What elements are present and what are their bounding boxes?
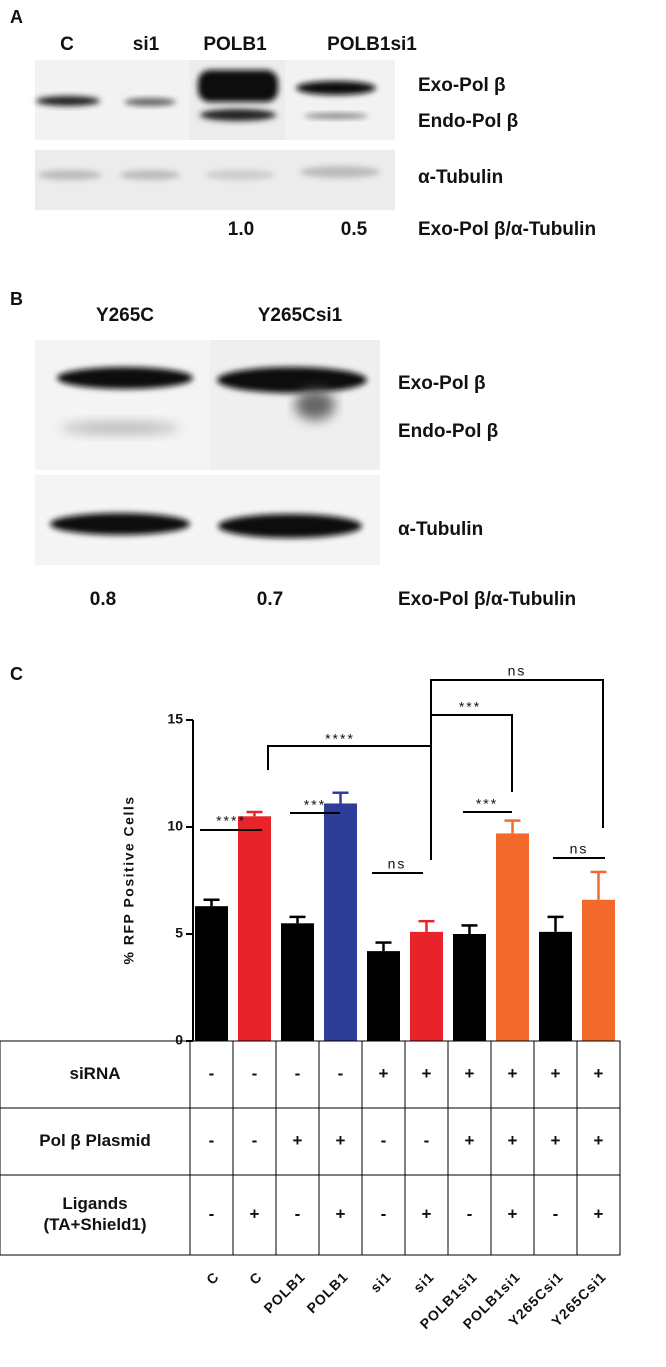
table-cell: +	[508, 1131, 518, 1150]
significance-bracket	[431, 714, 513, 792]
row-label: siRNA	[69, 1064, 120, 1083]
table-cell: -	[209, 1064, 215, 1083]
table-cell: +	[336, 1204, 346, 1223]
row-label: (TA+Shield1)	[43, 1215, 146, 1234]
panel-label: A	[10, 7, 23, 27]
panel-label: C	[10, 664, 23, 684]
band-label: α-Tubulin	[398, 519, 483, 540]
table-cell: +	[465, 1064, 475, 1083]
bar	[410, 931, 443, 1041]
table-cell: +	[293, 1131, 303, 1150]
ratio: 1.0	[228, 219, 254, 240]
blot-b	[35, 340, 380, 565]
ratio: 0.5	[341, 219, 368, 240]
x-tick-label: C	[203, 1268, 222, 1287]
bar	[496, 833, 529, 1041]
bar	[582, 899, 615, 1041]
significance-label: ns	[508, 663, 527, 679]
panel-label: B	[10, 289, 23, 309]
significance-label: ***	[476, 796, 498, 812]
table-cell: +	[250, 1204, 260, 1223]
lane-label: si1	[133, 34, 160, 55]
table-cell: -	[209, 1204, 215, 1223]
bar	[195, 906, 228, 1041]
x-tick-label: POLB1	[260, 1268, 308, 1316]
significance-label: ns	[388, 856, 407, 872]
significance-label: ****	[216, 813, 246, 829]
significance-label: ns	[570, 841, 589, 857]
lane-label: POLB1	[203, 34, 267, 55]
table-cell: -	[553, 1204, 559, 1223]
ratio: 0.7	[257, 589, 283, 610]
table-cell: +	[551, 1064, 561, 1083]
band-label: Exo-Pol β	[398, 373, 486, 394]
lane-label: Y265Csi1	[258, 305, 343, 326]
bar	[539, 931, 572, 1041]
bar	[238, 816, 271, 1041]
row-label: Pol β Plasmid	[39, 1131, 150, 1150]
blot-a	[35, 60, 395, 210]
bar	[324, 803, 357, 1041]
table-cell: +	[336, 1131, 346, 1150]
band-label: α-Tubulin	[418, 167, 503, 188]
bar	[453, 934, 486, 1041]
row-label: Ligands	[62, 1194, 127, 1213]
table-cell: +	[594, 1204, 604, 1223]
x-tick-label: si1	[367, 1268, 394, 1295]
significance-bracket	[267, 745, 431, 770]
ratio: 0.8	[90, 589, 116, 610]
table-cell: +	[551, 1131, 561, 1150]
table-cell: +	[508, 1204, 518, 1223]
table-cell: +	[594, 1064, 604, 1083]
lane-label: POLB1si1	[327, 34, 417, 55]
significance-label: ***	[459, 699, 481, 715]
table-cell: +	[422, 1064, 432, 1083]
x-tick-label: si1	[410, 1268, 437, 1295]
table-cell: -	[209, 1131, 215, 1150]
table-cell: +	[508, 1064, 518, 1083]
y-axis-label: % RFP Positive Cells	[121, 795, 137, 964]
band-label: Endo-Pol β	[418, 111, 518, 132]
x-tick-label: POLB1	[303, 1268, 351, 1316]
significance-bracket	[430, 679, 604, 860]
bar	[281, 923, 314, 1041]
table-cell: -	[338, 1064, 344, 1083]
table-cell: -	[252, 1064, 258, 1083]
y-tick-label: 15	[167, 711, 183, 727]
table-cell: -	[295, 1064, 301, 1083]
table-cell: -	[467, 1204, 473, 1223]
table-cell: -	[252, 1131, 258, 1150]
significance-label: ***	[304, 797, 326, 813]
band-label: Endo-Pol β	[398, 421, 498, 442]
lane-label: C	[60, 34, 74, 55]
lane-label: Y265C	[96, 305, 154, 326]
table-cell: -	[424, 1131, 430, 1150]
table-cell: -	[381, 1204, 387, 1223]
y-tick-label: 5	[175, 925, 183, 941]
band-label: Exo-Pol β	[418, 75, 506, 96]
bar	[367, 951, 400, 1041]
ratio-label: Exo-Pol β/α-Tubulin	[418, 219, 596, 240]
table-cell: +	[379, 1064, 389, 1083]
table-cell: +	[465, 1131, 475, 1150]
significance-label: ****	[325, 731, 355, 747]
table-cell: -	[381, 1131, 387, 1150]
x-tick-label: C	[246, 1268, 265, 1287]
ratio-label: Exo-Pol β/α-Tubulin	[398, 589, 576, 610]
table-cell: -	[295, 1204, 301, 1223]
table-cell: +	[594, 1131, 604, 1150]
y-tick-label: 10	[167, 818, 183, 834]
table-cell: +	[422, 1204, 432, 1223]
y-tick-label: 0	[175, 1032, 183, 1048]
